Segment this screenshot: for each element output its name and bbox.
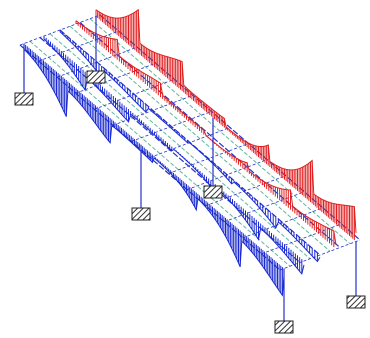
footing — [275, 321, 293, 333]
footing — [87, 71, 105, 83]
footing — [347, 296, 365, 308]
structural-model-view — [0, 0, 370, 338]
deck-beam — [90, 19, 350, 244]
footing — [204, 186, 222, 198]
footing — [132, 208, 150, 220]
footing — [15, 93, 33, 105]
page: (() => { JSON.parse(document.getElementB… — [0, 0, 370, 338]
force-diagrams — [24, 10, 356, 296]
